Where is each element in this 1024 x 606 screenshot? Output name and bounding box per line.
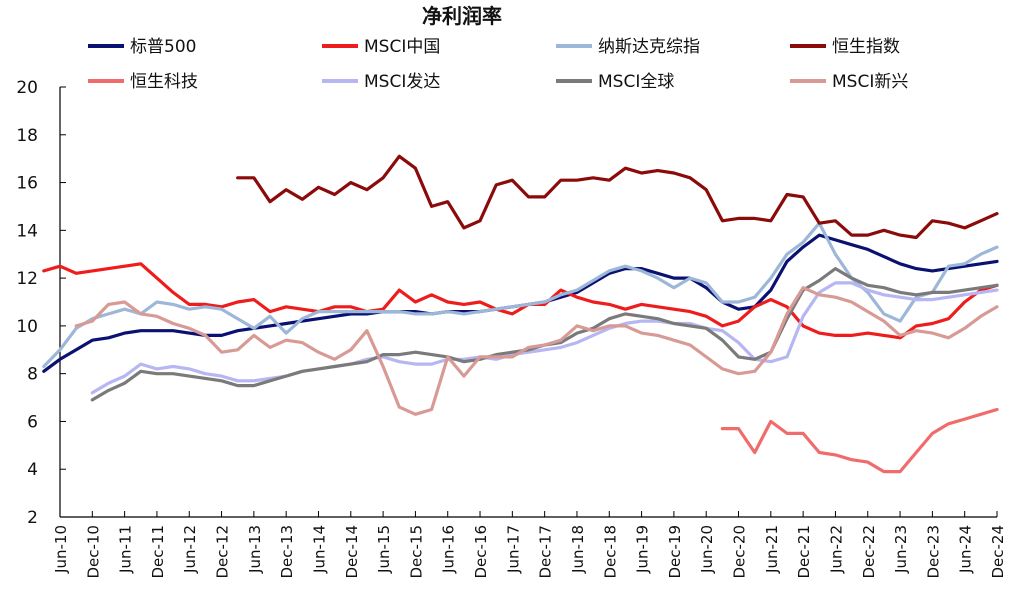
x-tick-label: Jun-20 xyxy=(698,525,716,574)
x-tick-label: Jun-11 xyxy=(117,525,135,574)
series-line-7 xyxy=(74,286,999,416)
legend-label-1: MSCI中国 xyxy=(364,37,440,57)
series-line-4 xyxy=(720,407,999,474)
series-layer xyxy=(42,154,999,474)
y-tick-label: 2 xyxy=(27,508,38,528)
y-tick-label: 14 xyxy=(16,221,38,241)
x-tick-label: Dec-23 xyxy=(924,525,942,579)
x-tick-label: Jun-15 xyxy=(375,525,393,574)
x-tick-label: Dec-17 xyxy=(537,525,555,579)
x-tick-label: Jun-16 xyxy=(440,525,458,574)
y-tick-label: 8 xyxy=(27,365,38,385)
y-tick-label: 4 xyxy=(27,460,38,480)
x-tick-label: Dec-21 xyxy=(795,525,813,579)
chart-title: 净利润率 xyxy=(422,4,502,28)
x-tick-label: Jun-14 xyxy=(310,525,328,574)
series-line-3 xyxy=(236,154,999,240)
legend-label-2: 纳斯达克综指 xyxy=(598,37,700,57)
x-tick-label: Jun-17 xyxy=(504,525,522,574)
x-tick-label: Dec-12 xyxy=(214,525,232,579)
y-tick-label: 20 xyxy=(16,78,38,98)
x-tick-label: Dec-14 xyxy=(343,525,361,579)
x-tick-label: Dec-22 xyxy=(860,525,878,579)
legend-label-7: MSCI新兴 xyxy=(832,72,908,92)
legend-label-4: 恒生科技 xyxy=(130,72,198,92)
legend-label-3: 恒生指数 xyxy=(832,37,900,57)
legend-label-0: 标普500 xyxy=(130,37,196,57)
x-tick-label: Jun-12 xyxy=(181,525,199,574)
x-tick-label: Jun-21 xyxy=(763,525,781,574)
legend-label-5: MSCI发达 xyxy=(364,72,440,92)
y-tick-label: 6 xyxy=(27,412,38,432)
x-tick-label: Dec-15 xyxy=(407,525,425,579)
y-tick-label: 12 xyxy=(16,269,38,289)
y-tick-label: 10 xyxy=(16,317,38,337)
axes: 2 4 6 8 10 12 14 16 18 20 Jun-10 Dec-10 Jun-11 Dec-11… xyxy=(16,78,1007,579)
x-tick-label: Dec-24 xyxy=(989,525,1007,579)
x-tick-label: Jun-22 xyxy=(827,525,845,574)
y-tick-label: 16 xyxy=(16,174,38,194)
x-tick-label: Jun-19 xyxy=(634,525,652,574)
x-tick-label: Dec-11 xyxy=(149,525,167,579)
x-tick-label: Dec-18 xyxy=(601,525,619,579)
legend-label-6: MSCI全球 xyxy=(598,72,674,92)
x-tick-label: Dec-13 xyxy=(278,525,296,579)
x-tick-label: Dec-20 xyxy=(731,525,749,579)
x-tick-label: Jun-13 xyxy=(246,525,264,574)
series-line-2 xyxy=(42,221,999,369)
x-tick-label: Dec-19 xyxy=(666,525,684,579)
x-tick-label: Dec-16 xyxy=(472,525,490,579)
x-tick-label: Jun-10 xyxy=(52,525,70,574)
x-tick-label: Jun-23 xyxy=(892,525,910,574)
series-line-5 xyxy=(90,281,999,395)
x-tick-label: Dec-10 xyxy=(84,525,102,579)
x-tick-label: Jun-18 xyxy=(569,525,587,574)
y-tick-label: 18 xyxy=(16,126,38,146)
x-tick-label: Jun-24 xyxy=(957,525,975,574)
series-line-1 xyxy=(42,262,999,340)
